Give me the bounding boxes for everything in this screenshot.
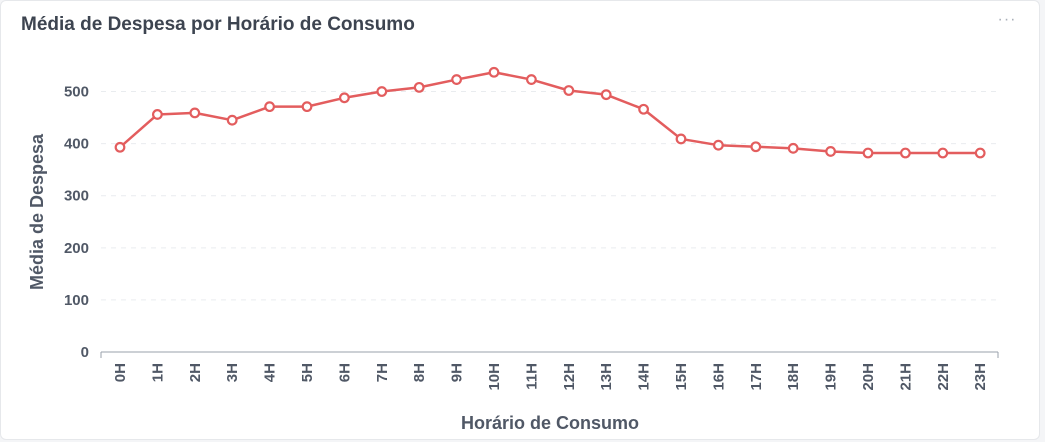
y-tick-labels: 0 100 200 300 400 500 [64, 84, 89, 361]
data-point[interactable] [488, 66, 500, 78]
data-point[interactable] [713, 139, 724, 151]
data-point[interactable] [900, 147, 911, 159]
x-tick-label: 9H [449, 363, 466, 382]
data-point[interactable] [787, 142, 799, 154]
data-point[interactable] [638, 103, 649, 115]
data-point[interactable] [413, 81, 425, 93]
data-point[interactable] [376, 86, 388, 97]
data-point[interactable] [189, 107, 201, 119]
x-axis-title: Horário de Consumo [461, 413, 639, 433]
x-tick-label: 23H [972, 363, 989, 391]
data-point[interactable] [114, 141, 126, 153]
data-point[interactable] [264, 101, 276, 113]
y-tick-label: 500 [64, 84, 89, 101]
x-tick-label: 19H [823, 363, 840, 391]
data-point[interactable] [451, 74, 463, 85]
data-point[interactable] [825, 146, 836, 157]
more-horizontal-icon[interactable]: ··· [997, 11, 1017, 28]
data-point[interactable] [600, 89, 612, 101]
x-tick-label: 10H [486, 363, 503, 391]
x-tick-label: 3H [224, 363, 241, 382]
x-tick-label: 2H [187, 363, 204, 382]
y-tick-label: 0 [81, 344, 89, 361]
x-tick-label: 13H [598, 363, 615, 391]
card-title: Média de Despesa por Horário de Consumo [21, 14, 415, 35]
data-point[interactable] [937, 147, 949, 159]
x-tick-label: 12H [561, 363, 578, 391]
data-point[interactable] [151, 109, 163, 120]
x-tick-label: 8H [411, 363, 428, 382]
x-tick-label: 21H [897, 363, 914, 391]
x-tick-label: 16H [710, 363, 727, 391]
data-point[interactable] [339, 92, 350, 104]
x-tick-label: 4H [262, 363, 279, 382]
x-tick-label: 15H [673, 363, 690, 391]
series [114, 66, 986, 159]
data-point[interactable] [974, 147, 986, 159]
axes [100, 351, 999, 358]
x-tick-label: 6H [336, 363, 353, 382]
x-tick-label: 11H [523, 363, 540, 390]
data-point[interactable] [675, 133, 687, 145]
series-line [119, 71, 981, 155]
x-tick-labels: 0H 1H 2H 3H 4H 5H 6H 7H 8H 9H 10H 11H 12H 13H 14H 15H 16… [112, 363, 989, 391]
x-tick-label: 20H [860, 363, 877, 391]
y-tick-label: 300 [64, 188, 89, 205]
data-point[interactable] [862, 147, 874, 159]
y-tick-label: 100 [64, 292, 89, 309]
y-tick-label: 400 [64, 136, 89, 153]
data-point[interactable] [563, 85, 575, 96]
y-tick-label: 200 [64, 240, 89, 257]
x-tick-label: 18H [785, 363, 802, 391]
y-axis-title: Média de Despesa [27, 133, 47, 290]
data-point[interactable] [750, 141, 762, 153]
data-point[interactable] [301, 101, 313, 113]
x-tick-label: 7H [374, 363, 391, 382]
x-tick-label: 17H [748, 363, 765, 391]
x-tick-label: 1H [149, 363, 166, 382]
x-tick-label: 5H [299, 363, 316, 382]
data-point[interactable] [526, 74, 537, 85]
x-tick-label: 22H [935, 363, 952, 391]
x-tick-label: 14H [636, 363, 653, 391]
data-point[interactable] [226, 114, 238, 126]
x-tick-label: 0H [112, 363, 129, 382]
